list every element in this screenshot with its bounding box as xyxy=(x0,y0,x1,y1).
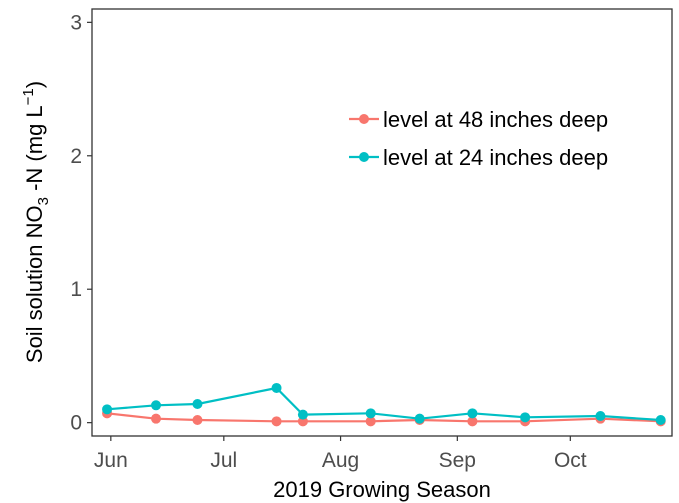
x-axis: Jun Jul Aug Sep Oct xyxy=(94,436,587,472)
y-axis: 0 1 2 3 xyxy=(70,11,92,435)
legend: level at 48 inches deep level at 24 inche… xyxy=(349,107,608,170)
data-point xyxy=(271,416,282,427)
data-point xyxy=(414,413,425,424)
data-point xyxy=(151,413,162,424)
data-point xyxy=(595,410,606,421)
y-tick-label: 1 xyxy=(70,278,82,301)
data-point xyxy=(365,416,376,427)
x-tick-label: Sep xyxy=(439,449,476,472)
series-line-2 xyxy=(107,386,661,422)
data-point xyxy=(192,414,203,425)
data-point xyxy=(467,408,478,419)
x-tick-label: Jul xyxy=(210,449,237,472)
data-point xyxy=(192,398,203,409)
y-axis-title: Soil solution NO3 -N (mg L−1) xyxy=(20,81,52,363)
legend-label: level at 48 inches deep xyxy=(383,107,608,132)
legend-key-point xyxy=(359,114,369,124)
x-tick-label: Jun xyxy=(94,449,128,472)
data-point xyxy=(655,414,666,425)
y-axis-title-prefix: Soil solution NO xyxy=(22,205,47,363)
y-axis-title-suffix: ) xyxy=(22,81,47,88)
y-axis-title-subscript: 3 xyxy=(35,197,52,205)
data-point xyxy=(102,404,113,415)
x-tick-label: Oct xyxy=(554,449,587,472)
y-tick-label: 2 xyxy=(70,145,82,168)
data-point xyxy=(151,400,162,411)
data-point xyxy=(297,409,308,420)
y-tick-label: 0 xyxy=(70,412,82,435)
data-point xyxy=(467,416,478,427)
panel-border xyxy=(91,8,673,437)
data-point xyxy=(520,412,531,423)
plot-series xyxy=(102,382,666,427)
y-axis-title-middle: -N (mg L xyxy=(22,105,47,197)
data-point xyxy=(365,408,376,419)
legend-label: level at 24 inches deep xyxy=(383,145,608,170)
x-axis-title: 2019 Growing Season xyxy=(273,477,491,502)
legend-key-point xyxy=(359,152,369,162)
y-axis-title-superscript: −1 xyxy=(20,88,37,105)
x-tick-label: Aug xyxy=(322,449,359,472)
y-tick-label: 3 xyxy=(70,11,82,34)
data-point xyxy=(271,382,282,393)
